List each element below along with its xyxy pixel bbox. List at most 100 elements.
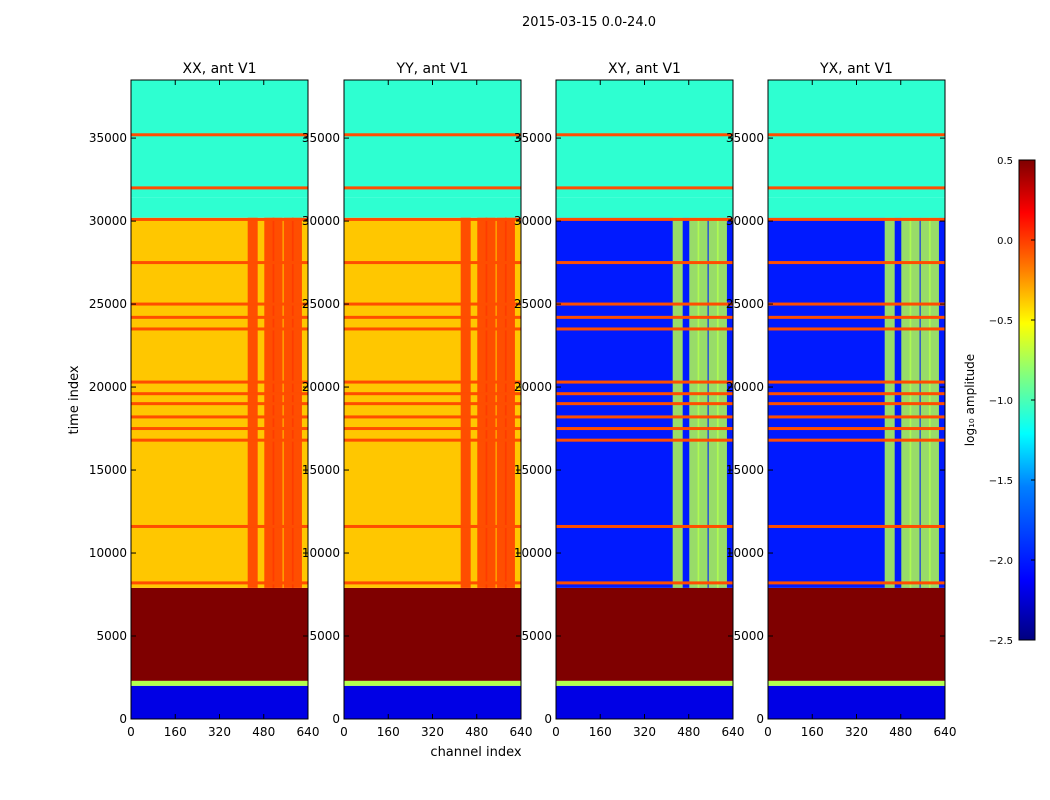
y-tick-label: 0: [544, 712, 552, 726]
y-tick-label: 5000: [521, 629, 552, 643]
panel-1: XX, ant V1 0 160 320 480 640 0 5000 10000 15000 20…: [89, 61, 320, 739]
heatmap-band: [768, 685, 945, 719]
rfi-line: [556, 133, 733, 137]
rfi-line: [556, 315, 733, 319]
x-tick-label: 0: [552, 725, 560, 739]
panel-3: XY, ant V1 0 160 320 480 640 0 5000 10000 15000 20…: [514, 61, 745, 739]
x-tick-label: 480: [677, 725, 700, 739]
y-tick-label: 5000: [96, 629, 127, 643]
x-tick-label: 640: [934, 725, 957, 739]
y-tick-label: 20000: [514, 380, 552, 394]
rfi-line: [131, 427, 308, 431]
rfi-line: [131, 327, 308, 331]
x-tick-label: 0: [764, 725, 772, 739]
rfi-line: [556, 581, 733, 585]
rfi-line: [768, 217, 945, 221]
rfi-line: [131, 380, 308, 384]
y-tick-label: 25000: [514, 297, 552, 311]
y-tick-label: 30000: [89, 214, 127, 228]
colorbar-tick-label: −1.0: [989, 396, 1013, 407]
heatmap-band: [131, 80, 308, 198]
rfi-line: [768, 402, 945, 406]
rfi-line: [768, 581, 945, 585]
rfi-line: [131, 261, 308, 265]
y-tick-label: 0: [332, 712, 340, 726]
rfi-line: [768, 261, 945, 265]
rfi-line: [768, 327, 945, 331]
rfi-line: [131, 133, 308, 137]
x-tick-label: 160: [801, 725, 824, 739]
y-tick-label: 20000: [726, 380, 764, 394]
rfi-line: [556, 392, 733, 396]
y-tick-label: 5000: [309, 629, 340, 643]
colorbar-label: log₁₀ amplitude: [963, 354, 977, 446]
heatmap-band: [556, 587, 733, 681]
colorbar: 0.5 0.0 −0.5 −1.0 −1.5 −2.0 −2.5 log₁₀ amplitu…: [963, 156, 1036, 647]
y-tick-label: 25000: [89, 297, 127, 311]
rfi-line: [768, 380, 945, 384]
figure-suptitle: 2015-03-15 0.0-24.0: [522, 15, 656, 30]
heatmap-band: [768, 197, 945, 218]
heatmap-band: [131, 197, 308, 218]
heatmap-band: [344, 197, 521, 218]
heatmap-band: [344, 680, 521, 686]
rfi-line: [131, 581, 308, 585]
y-tick-label: 10000: [514, 546, 552, 560]
rfi-line: [768, 186, 945, 190]
panel-title: YY, ant V1: [396, 61, 469, 77]
y-tick-label: 35000: [514, 131, 552, 145]
panel-title: XX, ant V1: [183, 61, 257, 77]
rfi-line: [556, 427, 733, 431]
rfi-line: [556, 438, 733, 442]
rfi-line: [556, 186, 733, 190]
x-tick-label: 320: [633, 725, 656, 739]
y-tick-label: 35000: [726, 131, 764, 145]
y-tick-label: 15000: [89, 463, 127, 477]
rfi-line: [556, 380, 733, 384]
heatmap-band: [344, 587, 521, 681]
rfi-line: [556, 217, 733, 221]
rfi-line: [131, 217, 308, 221]
y-tick-label: 0: [119, 712, 127, 726]
y-tick-label: 15000: [514, 463, 552, 477]
rfi-line: [768, 302, 945, 306]
y-tick-label: 20000: [89, 380, 127, 394]
rfi-line: [344, 380, 521, 384]
heatmap-band: [768, 680, 945, 686]
x-tick-label: 160: [589, 725, 612, 739]
y-tick-label: 20000: [302, 380, 340, 394]
colorbar-tick-label: 0.5: [997, 156, 1013, 167]
heatmap-band: [556, 197, 733, 218]
rfi-line: [344, 427, 521, 431]
y-axis-label: time index: [67, 365, 82, 434]
rfi-line: [131, 438, 308, 442]
rfi-line: [556, 415, 733, 419]
x-tick-label: 320: [208, 725, 231, 739]
y-tick-label: 0: [756, 712, 764, 726]
rfi-line: [131, 302, 308, 306]
x-tick-label: 640: [510, 725, 533, 739]
x-tick-label: 480: [889, 725, 912, 739]
heatmap-band: [768, 587, 945, 681]
heatmap-band: [556, 680, 733, 686]
rfi-line: [768, 315, 945, 319]
y-tick-label: 30000: [514, 214, 552, 228]
heatmap-band: [131, 680, 308, 686]
colorbar-tick-label: −1.5: [989, 476, 1013, 487]
heatmap-band: [131, 685, 308, 719]
rfi-line: [131, 524, 308, 528]
x-axis-label: channel index: [430, 745, 521, 760]
x-tick-label: 160: [377, 725, 400, 739]
panel-4: YX, ant V1 0 160 320 480 640 0 5000 10000 15000 20…: [726, 61, 957, 739]
rfi-line: [344, 524, 521, 528]
rfi-line: [556, 402, 733, 406]
rfi-line: [344, 261, 521, 265]
rfi-line: [344, 217, 521, 221]
rfi-line: [768, 415, 945, 419]
x-tick-label: 640: [297, 725, 320, 739]
rfi-line: [131, 415, 308, 419]
rfi-line: [556, 261, 733, 265]
rfi-line: [131, 186, 308, 190]
rfi-line: [768, 133, 945, 137]
